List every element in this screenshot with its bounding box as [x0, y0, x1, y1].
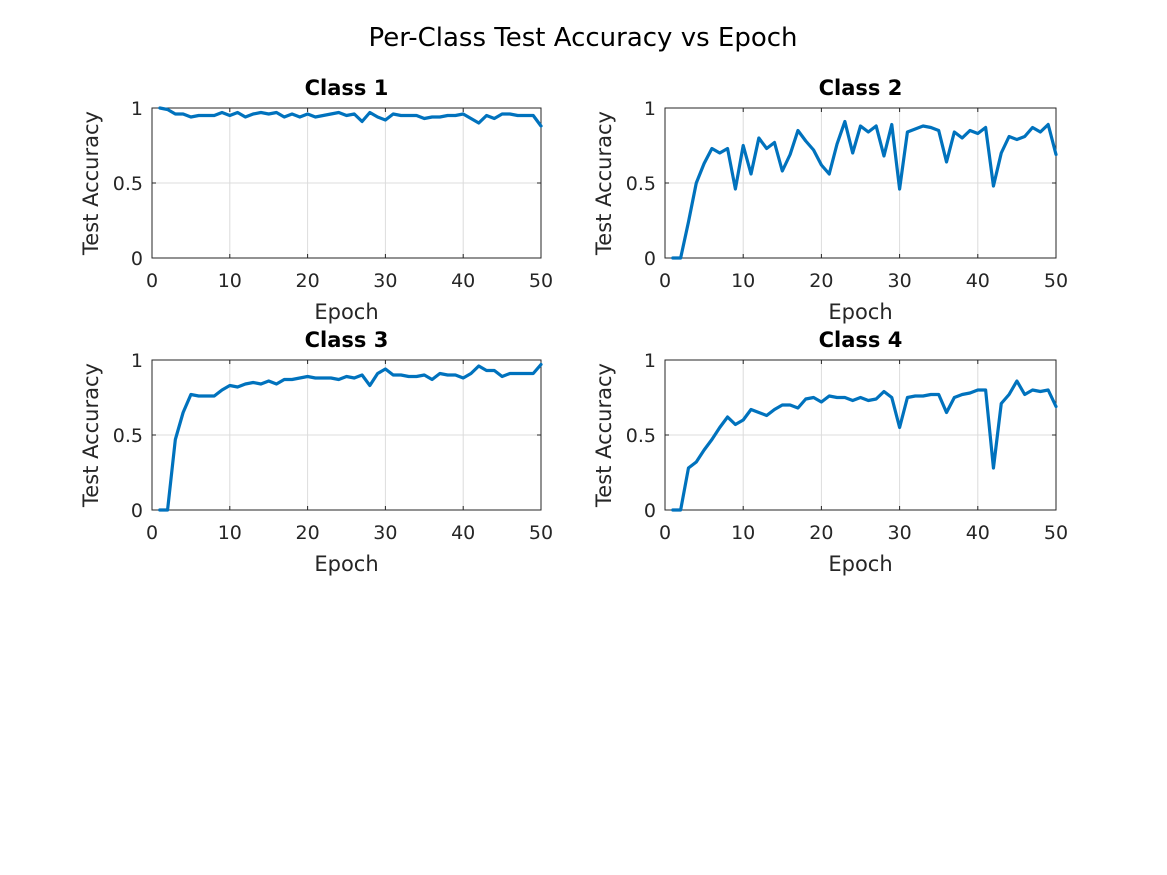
x-tick-label: 50	[1044, 270, 1068, 292]
subplot-title: Class 3	[305, 328, 389, 352]
x-tick-label: 20	[809, 522, 833, 544]
accuracy-line-class-4	[671, 379, 1058, 512]
x-tick-label: 10	[218, 522, 242, 544]
subplot-class-1: 0 10 20 30 40 50 0 0.5 1 Class 1 Epoch Test Accurac…	[79, 76, 553, 324]
x-tick-label: 20	[296, 270, 320, 292]
y-tick-label: 1	[644, 350, 656, 372]
x-axis-label: Epoch	[314, 300, 378, 324]
y-tick-label: 0	[644, 500, 656, 522]
subplot-class-4: 0 10 20 30 40 50 0 0.5 1 Class 4 Epoch Test Accurac…	[592, 328, 1068, 576]
subplot-title: Class 1	[305, 76, 389, 100]
y-tick-label: 1	[131, 98, 143, 120]
y-tick-label: 0	[131, 500, 143, 522]
y-tick-label: 0	[644, 248, 656, 270]
y-axis-label: Test Accuracy	[79, 111, 103, 256]
x-tick-label: 10	[731, 522, 755, 544]
x-axis-label: Epoch	[828, 552, 892, 576]
x-tick-label: 50	[529, 270, 553, 292]
y-tick-label: 0.5	[626, 425, 656, 447]
subplot-class-3: 0 10 20 30 40 50 0 0.5 1 Class 3 Epoch Test Accurac…	[79, 328, 553, 576]
figure-title: Per-Class Test Accuracy vs Epoch	[368, 23, 797, 53]
x-tick-label: 40	[966, 270, 990, 292]
x-tick-label: 30	[373, 522, 397, 544]
x-tick-label: 40	[451, 270, 475, 292]
x-axis-label: Epoch	[314, 552, 378, 576]
accuracy-line-class-2	[671, 119, 1058, 260]
x-tick-label: 30	[888, 270, 912, 292]
y-tick-label: 1	[131, 350, 143, 372]
x-tick-label: 20	[296, 522, 320, 544]
x-tick-label: 30	[373, 270, 397, 292]
accuracy-line-class-3	[158, 362, 543, 512]
x-tick-label: 0	[659, 270, 671, 292]
x-tick-label: 0	[146, 270, 158, 292]
x-tick-label: 10	[731, 270, 755, 292]
x-tick-label: 0	[659, 522, 671, 544]
x-axis-label: Epoch	[828, 300, 892, 324]
x-tick-label: 40	[451, 522, 475, 544]
subplot-class-2: 0 10 20 30 40 50 0 0.5 1 Class 2 Epoch Test Accurac…	[592, 76, 1068, 324]
x-tick-label: 20	[809, 270, 833, 292]
y-tick-label: 0.5	[626, 173, 656, 195]
y-tick-label: 0	[131, 248, 143, 270]
y-tick-label: 1	[644, 98, 656, 120]
subplot-title: Class 2	[819, 76, 903, 100]
subplot-title: Class 4	[819, 328, 903, 352]
x-tick-label: 10	[218, 270, 242, 292]
x-tick-label: 40	[966, 522, 990, 544]
accuracy-line-class-1	[158, 106, 543, 128]
x-tick-label: 50	[529, 522, 553, 544]
x-tick-label: 50	[1044, 522, 1068, 544]
y-axis-label: Test Accuracy	[592, 111, 616, 256]
x-tick-label: 0	[146, 522, 158, 544]
y-axis-label: Test Accuracy	[79, 363, 103, 508]
y-axis-label: Test Accuracy	[592, 363, 616, 508]
x-tick-label: 30	[888, 522, 912, 544]
y-tick-label: 0.5	[113, 425, 143, 447]
y-tick-label: 0.5	[113, 173, 143, 195]
